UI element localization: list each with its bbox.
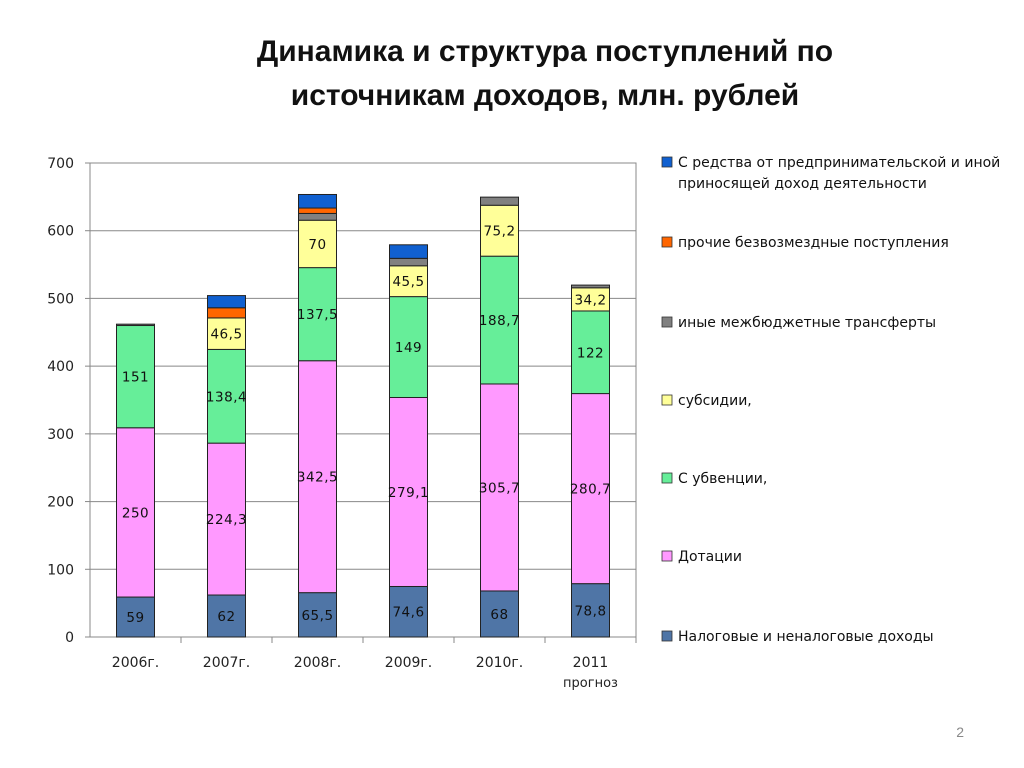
data-label: 74,6: [392, 605, 424, 621]
data-label: 45,5: [392, 274, 424, 290]
bar-segment: [389, 396, 428, 587]
data-label: 46,5: [210, 327, 242, 343]
data-label: 34,2: [574, 292, 606, 308]
data-label: 59: [126, 610, 144, 626]
x-tick-label: 2006г.: [112, 655, 159, 671]
data-label: 149: [395, 340, 422, 356]
bar-segment: [571, 284, 610, 289]
data-label: 137,5: [297, 307, 338, 323]
bar-segment: [298, 592, 337, 638]
bar-segment: [571, 583, 610, 638]
bar-segment: [480, 590, 519, 638]
x-tick-label: прогноз: [563, 676, 618, 691]
y-tick-label: 0: [65, 630, 74, 646]
legend-swatch: [661, 472, 673, 484]
legend-swatch: [661, 630, 673, 642]
bar-segment: [389, 244, 428, 259]
y-tick-label: 300: [47, 427, 74, 443]
legend-label: иные межбюджетные трансферты: [678, 315, 936, 331]
slide-title-line-1: Динамика и структура поступлений по: [256, 35, 834, 68]
data-label: 280,7: [570, 482, 611, 498]
legend-label: Дотации: [678, 549, 742, 565]
bar-segment: [116, 427, 155, 598]
data-label: 75,2: [483, 224, 515, 240]
legend-label: Налоговые и неналоговые доходы: [678, 629, 934, 645]
bar-segment: [389, 265, 428, 298]
legend-swatch: [661, 236, 673, 248]
legend-label: С убвенции,: [678, 471, 767, 487]
data-label: 122: [577, 345, 604, 361]
slide-title-line-2: источникам доходов, млн. рублей: [290, 79, 800, 112]
y-tick-label: 200: [47, 495, 74, 511]
x-tick-label: 2010г.: [476, 655, 523, 671]
bar-segment: [480, 383, 519, 592]
data-label: 62: [217, 609, 235, 625]
data-label: 188,7: [479, 313, 520, 329]
bar-segment: [207, 594, 246, 638]
bar-segment: [298, 212, 337, 221]
data-label: 305,7: [479, 480, 520, 496]
data-label: 68: [490, 607, 508, 623]
legend-label: С редства от предпринимательской и иной п…: [678, 155, 1000, 192]
stacked-bar-chart: 59 250 151 62 224,3 138,4 46,5 65,5 342,5 137,5 70…: [47, 155, 1000, 691]
data-label: 70: [308, 237, 326, 253]
bar-segment: [207, 295, 246, 309]
bar-segment: [207, 317, 246, 350]
data-label: 342,5: [297, 470, 338, 486]
x-tick-label: 2007г.: [203, 655, 250, 671]
bar-segment: [480, 196, 519, 206]
y-tick-label: 400: [47, 359, 74, 375]
legend-swatch: [661, 316, 673, 328]
y-tick-label: 100: [47, 562, 74, 578]
bar-segment: [207, 442, 246, 596]
bar-segment: [298, 207, 337, 214]
bar-segment: [116, 325, 155, 429]
y-tick-label: 600: [47, 224, 74, 240]
slide-title: Динамика и структура поступлений по исто…: [150, 30, 940, 118]
bar-segment: [116, 323, 155, 327]
bar-segment: [389, 257, 428, 267]
legend-swatch: [661, 550, 673, 562]
bar-segment: [298, 360, 337, 594]
data-label: 151: [122, 370, 149, 386]
legend-swatch: [661, 156, 673, 168]
x-tick-label: 2008г.: [294, 655, 341, 671]
y-tick-label: 700: [47, 156, 74, 172]
y-tick-label: 500: [47, 291, 74, 307]
bar-segment: [298, 267, 337, 362]
bar-segment: [389, 296, 428, 398]
bar-segment: [389, 585, 428, 638]
data-label: 279,1: [388, 485, 429, 501]
page-number: 2: [956, 724, 964, 740]
bar-segment: [116, 596, 155, 638]
data-label: 138,4: [206, 389, 247, 405]
legend-label: прочие безвозмездные поступления: [678, 235, 949, 251]
bar-segment: [207, 348, 246, 444]
x-tick-label: 2009г.: [385, 655, 432, 671]
data-label: 78,8: [574, 603, 606, 619]
bar-segment: [571, 393, 610, 585]
bar-segment: [298, 193, 337, 209]
bar-segment: [480, 255, 519, 385]
data-label: 224,3: [206, 512, 247, 528]
data-label: 65,5: [301, 608, 333, 624]
legend-swatch: [661, 394, 673, 406]
legend-label: субсидии,: [678, 393, 752, 409]
plot-area: [89, 162, 637, 638]
bar-segment: [571, 310, 610, 395]
data-label: 250: [122, 505, 149, 521]
bar-segment: [207, 307, 246, 319]
x-tick-label: 2011: [573, 655, 609, 671]
